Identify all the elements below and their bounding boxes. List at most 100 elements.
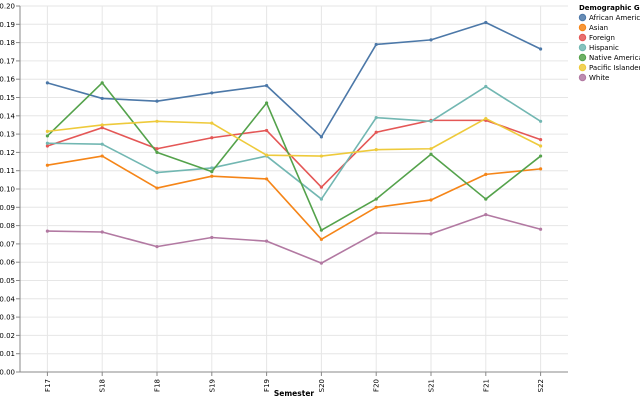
y-tick-label: 0.03: [0, 314, 15, 322]
data-point: [484, 116, 488, 121]
legend-label: Native America: [589, 54, 640, 62]
data-point: [45, 144, 50, 148]
data-point: [429, 38, 433, 42]
legend-swatch: [578, 53, 587, 62]
legend-swatch: [578, 63, 587, 72]
legend-label: African America: [589, 14, 640, 22]
y-tick-label: 0.12: [0, 149, 15, 157]
data-point: [45, 129, 50, 133]
legend-swatch: [578, 23, 587, 32]
data-point: [45, 141, 50, 145]
y-tick-label: 0.17: [0, 57, 15, 65]
legend-label: Hispanic: [589, 44, 619, 52]
legend-swatch: [578, 73, 587, 82]
x-tick-label: F17: [44, 379, 52, 392]
data-point: [539, 119, 543, 123]
data-point: [210, 170, 214, 174]
data-point: [155, 186, 159, 190]
data-point: [374, 148, 378, 152]
data-point: [45, 134, 50, 138]
legend-title: Demographic Gr: [579, 4, 640, 12]
data-point: [484, 172, 488, 176]
data-point: [374, 130, 378, 134]
legend-label: Foreign: [589, 34, 615, 42]
data-point: [100, 123, 104, 127]
data-point: [210, 174, 214, 178]
data-point: [319, 135, 323, 139]
y-tick-label: 0.18: [0, 39, 15, 47]
data-point: [100, 154, 104, 158]
x-tick-label: S22: [537, 379, 545, 392]
data-point: [539, 154, 543, 158]
y-tick-label: 0.13: [0, 131, 15, 139]
x-tick-label: F18: [154, 379, 162, 392]
data-point: [210, 136, 214, 140]
series-line: [47, 117, 541, 157]
data-point: [210, 235, 214, 240]
data-point: [374, 231, 378, 235]
data-point: [319, 228, 323, 232]
data-point: [319, 261, 323, 265]
data-point: [100, 81, 104, 85]
data-point: [45, 81, 50, 85]
y-tick-label: 0.14: [0, 112, 16, 120]
data-point: [265, 101, 269, 105]
series-line: [47, 119, 541, 188]
y-tick-label: 0.11: [0, 167, 15, 175]
data-point: [484, 84, 488, 89]
legend-swatch: [578, 13, 587, 22]
series-line: [47, 85, 542, 200]
data-point: [155, 147, 159, 151]
data-point: [265, 177, 269, 181]
data-point: [429, 198, 433, 202]
data-point: [319, 185, 323, 189]
series-line: [47, 213, 541, 264]
legend-label: Asian: [589, 24, 608, 32]
legend-swatch: [578, 43, 587, 52]
data-point: [210, 121, 214, 125]
y-tick-label: 0.04: [0, 295, 16, 303]
x-tick-label: S20: [318, 379, 326, 392]
data-point: [45, 163, 50, 167]
y-tick-label: 0.20: [0, 3, 15, 11]
data-point: [265, 128, 269, 133]
data-point: [319, 154, 323, 158]
data-point: [374, 205, 378, 209]
series-line: [47, 155, 541, 241]
x-tick-label: S18: [99, 379, 107, 392]
data-point: [539, 47, 543, 51]
y-tick-label: 0.19: [0, 21, 15, 29]
legend-label: Pacific Islander: [589, 64, 640, 72]
y-tick-label: 0.09: [0, 204, 15, 212]
data-point: [265, 153, 269, 157]
data-point: [374, 116, 378, 120]
data-point: [155, 245, 159, 249]
data-point: [539, 137, 543, 142]
data-point: [539, 227, 543, 231]
data-point: [100, 230, 104, 234]
data-point: [155, 150, 159, 154]
data-point: [45, 229, 50, 233]
x-tick-label: S21: [428, 379, 436, 392]
data-point: [100, 126, 104, 130]
x-axis-title: Semester: [274, 389, 315, 398]
data-point: [484, 197, 488, 201]
data-point: [155, 99, 159, 103]
y-tick-label: 0.06: [0, 259, 16, 267]
data-point: [539, 167, 543, 171]
data-point: [100, 96, 104, 101]
data-point: [429, 232, 433, 236]
series-line: [47, 21, 541, 138]
data-point: [100, 142, 104, 146]
legend-swatch: [578, 33, 587, 42]
data-point: [210, 166, 214, 170]
x-tick-label: F20: [373, 379, 381, 392]
data-point: [210, 91, 214, 95]
y-tick-label: 0.01: [0, 350, 15, 358]
data-point: [155, 170, 159, 175]
y-tick-label: 0.16: [0, 76, 16, 84]
data-point: [374, 197, 378, 201]
y-tick-label: 0.10: [0, 186, 15, 194]
